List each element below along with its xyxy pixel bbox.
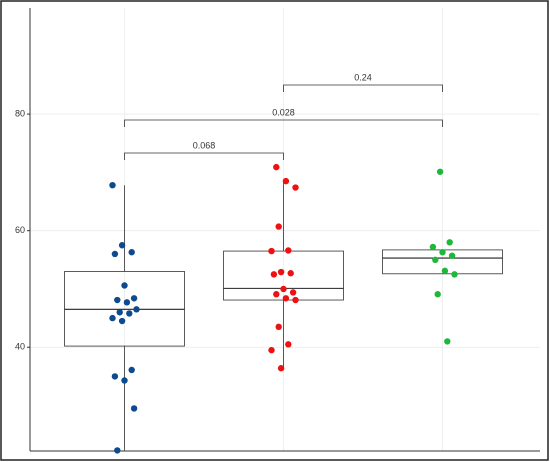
y-tick-label: 60 [15,225,25,235]
y-tick-label: 80 [15,108,25,118]
bracket [124,119,443,127]
point [285,341,292,348]
point [128,249,135,256]
point [270,271,278,278]
point [268,247,275,255]
point [109,314,116,322]
p-value: 0.24 [354,72,372,82]
point [446,239,453,246]
point [275,223,282,230]
point [133,306,140,313]
point [282,295,290,302]
point [121,377,128,384]
point [429,243,437,251]
point [114,296,121,304]
y-tick-label: 40 [15,342,25,352]
point [128,366,135,374]
p-value: 0.068 [193,140,216,150]
point [280,285,287,293]
point [451,271,458,278]
point [444,338,451,345]
point [121,282,128,289]
p-value: 0.028 [272,107,295,117]
point [268,346,275,354]
point [441,267,449,275]
point [273,163,280,171]
point [432,256,439,264]
point [130,295,138,302]
point [434,291,441,298]
bracket [283,84,443,92]
point [123,299,131,306]
point [275,323,282,331]
point [289,289,297,296]
point [285,247,292,254]
point [436,168,444,175]
point [126,310,133,317]
point [111,250,119,258]
point [111,373,119,380]
point [292,296,299,304]
point [439,249,446,256]
point [282,177,290,185]
point [116,309,123,316]
point [448,252,456,259]
point [118,317,126,325]
bracket [124,152,284,160]
point [277,365,285,372]
point [273,291,280,298]
point [114,447,121,454]
point [292,184,299,191]
point [118,242,126,249]
point [277,268,285,276]
point [130,405,138,412]
point [109,182,116,189]
box [64,271,185,347]
point [287,270,294,277]
